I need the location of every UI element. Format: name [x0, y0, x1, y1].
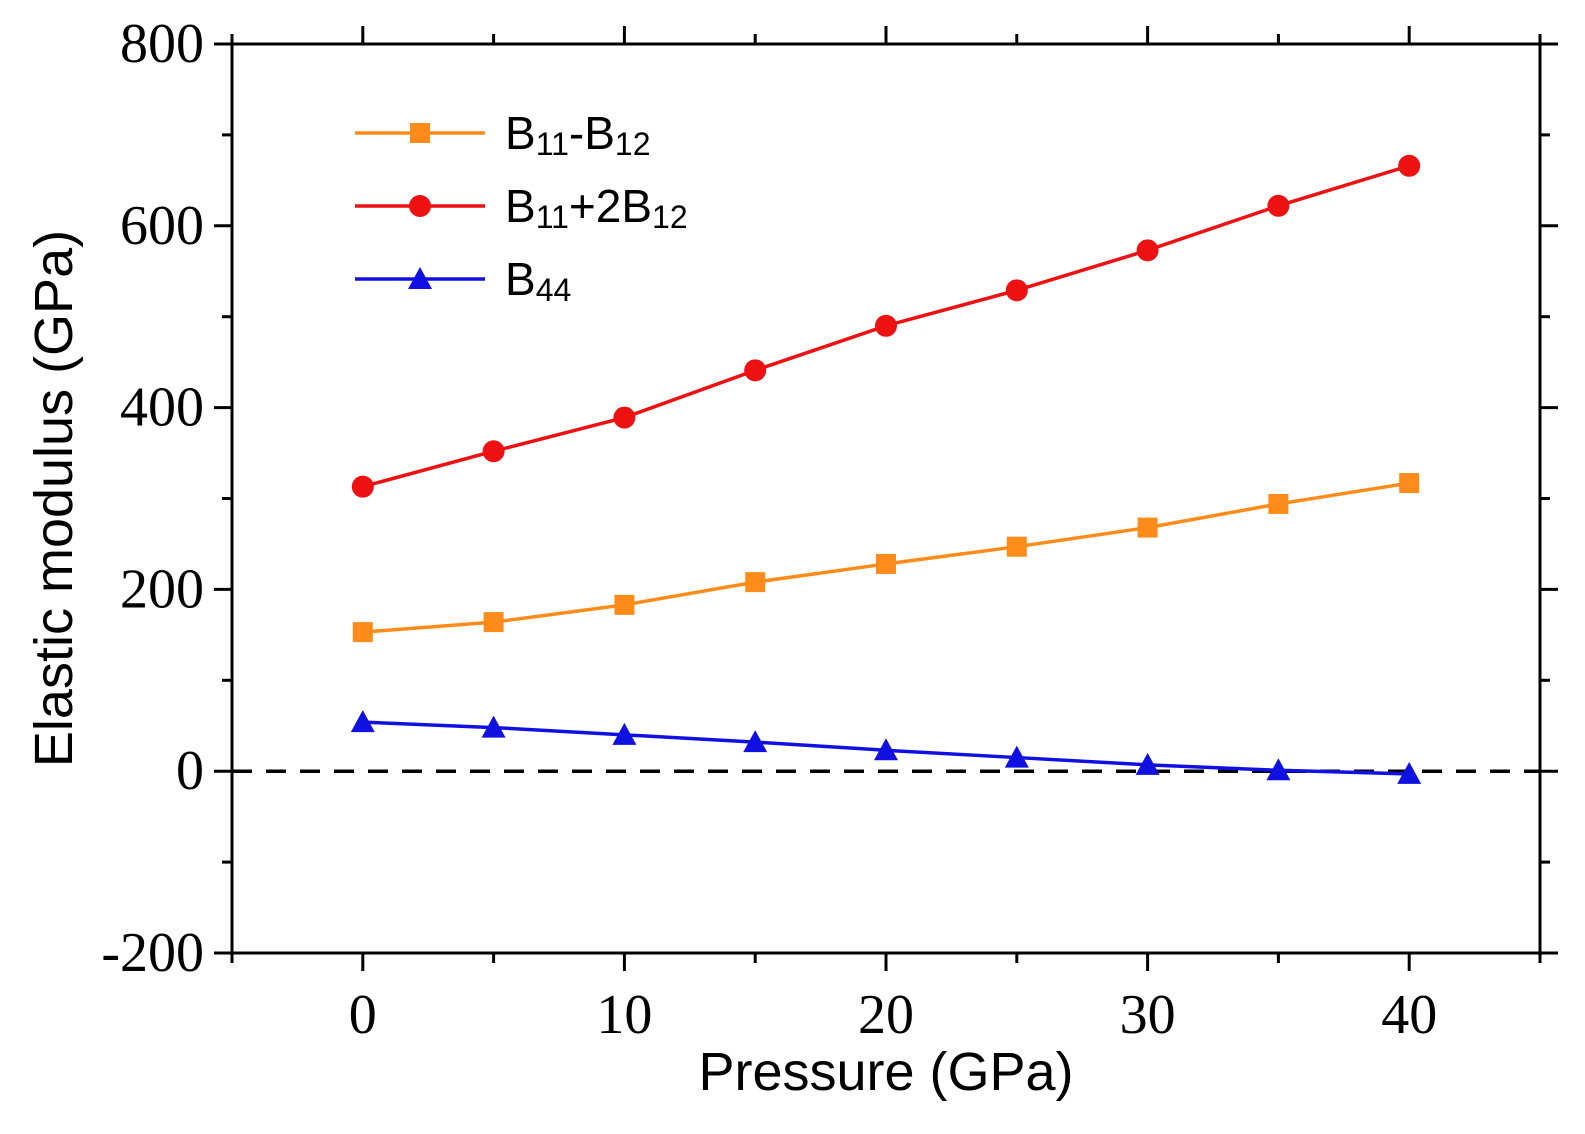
legend-label: B11+2B12 — [505, 180, 688, 235]
data-point — [481, 715, 506, 738]
data-point — [1399, 473, 1420, 494]
y-tick-label: 0 — [176, 740, 204, 802]
data-point — [876, 553, 896, 574]
data-point — [350, 710, 375, 733]
data-point — [1135, 752, 1160, 775]
data-point — [482, 440, 505, 463]
data-point — [1006, 536, 1027, 557]
legend-entry: B44 — [355, 253, 571, 308]
y-tick-label: 400 — [120, 377, 204, 439]
legend-marker — [410, 123, 430, 143]
plot-border — [230, 42, 1542, 955]
data-point — [1397, 761, 1422, 784]
data-point — [1004, 745, 1029, 768]
data-point — [352, 622, 373, 643]
legend-label: B11-B12 — [505, 107, 651, 162]
data-point — [614, 594, 635, 615]
data-point — [1266, 758, 1291, 781]
data-point — [351, 475, 374, 498]
data-point — [612, 722, 637, 745]
x-tick-label: 30 — [1120, 984, 1176, 1046]
data-point — [874, 738, 898, 761]
x-tick-label: 10 — [596, 984, 652, 1046]
y-axis-title: Elastic modulus (GPa) — [24, 230, 84, 767]
data-point — [1398, 154, 1421, 177]
y-tick-label: 800 — [120, 13, 204, 75]
x-tick-label: 20 — [858, 984, 914, 1046]
data-point — [743, 730, 768, 753]
legend: B11-B12 B11+2B12 B44 — [355, 107, 688, 308]
data-point — [613, 406, 636, 429]
data-point — [1005, 279, 1028, 302]
data-point — [1267, 194, 1290, 217]
x-tick-label: 40 — [1381, 984, 1437, 1046]
axis-ticks: -200 0 200 400 600 800 0 10 20 30 40 — [101, 13, 1558, 1046]
data-point — [1136, 239, 1159, 262]
legend-marker — [408, 267, 432, 289]
y-tick-label: 600 — [120, 195, 204, 257]
data-point — [483, 612, 504, 633]
legend-marker — [409, 195, 431, 217]
plot-frame — [230, 42, 1542, 955]
x-axis-title: Pressure (GPa) — [698, 1042, 1073, 1102]
data-point — [744, 359, 767, 382]
series-0 — [352, 473, 1420, 643]
data-series — [350, 154, 1422, 784]
data-point — [875, 314, 897, 337]
legend-entry: B11+2B12 — [355, 180, 688, 235]
data-point — [1137, 517, 1158, 538]
y-tick-label: 200 — [120, 558, 204, 620]
data-point — [745, 572, 766, 593]
legend-entry: B11-B12 — [355, 107, 651, 162]
y-tick-label: -200 — [101, 922, 204, 984]
legend-label: B44 — [505, 253, 571, 308]
x-tick-label: 0 — [349, 984, 377, 1046]
series-1 — [351, 154, 1421, 498]
series-2 — [350, 710, 1422, 784]
data-point — [1268, 493, 1289, 514]
